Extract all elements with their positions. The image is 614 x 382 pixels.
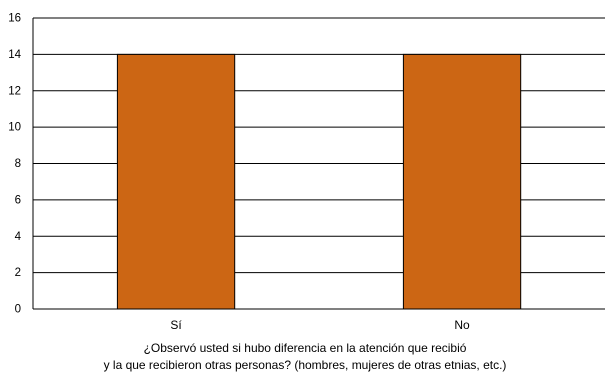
y-tick-label: 6 — [15, 194, 21, 206]
y-tick-labels: 0 2 4 6 8 10 12 14 16 — [8, 13, 21, 316]
y-tick-label: 2 — [15, 267, 21, 279]
x-axis-title: ¿Observó usted si hubo diferencia en la … — [104, 341, 507, 372]
y-tick-label: 12 — [8, 85, 21, 97]
bars — [116, 53, 522, 310]
x-tick-label: No — [454, 318, 470, 332]
x-tick-labels: Sí No — [170, 318, 470, 332]
bar-si — [116, 53, 236, 310]
x-axis-title-line: ¿Observó usted si hubo diferencia en la … — [144, 341, 467, 355]
bar-no — [402, 53, 522, 310]
axes — [32, 18, 605, 310]
y-tick-label: 8 — [15, 158, 21, 170]
y-tick-label: 14 — [8, 49, 21, 61]
y-tick-label: 4 — [15, 231, 22, 243]
y-tick-label: 16 — [8, 13, 21, 25]
y-tick-label: 0 — [15, 304, 21, 316]
x-axis-title-line: y la que recibieron otras personas? (hom… — [104, 358, 507, 372]
y-tick-label: 10 — [8, 122, 21, 134]
x-tick-label: Sí — [170, 318, 182, 332]
